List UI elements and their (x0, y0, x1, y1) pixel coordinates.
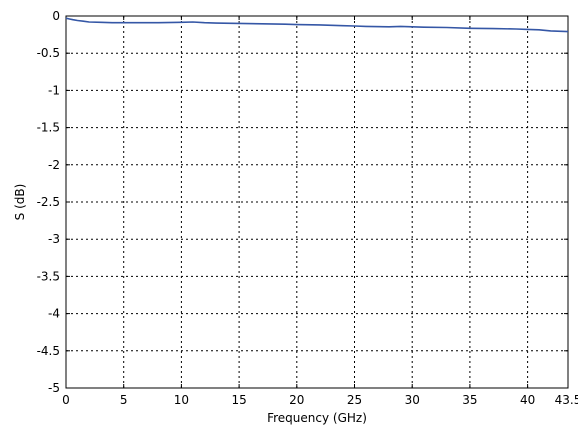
y-tick-label: -0.5 (37, 46, 60, 60)
series (65, 17, 569, 33)
x-tick-label: 10 (174, 393, 189, 407)
x-tick-label: 0 (62, 393, 70, 407)
x-tick-label: 5 (120, 393, 128, 407)
x-tick-label: 20 (289, 393, 304, 407)
y-tick-label: -2.5 (37, 195, 60, 209)
y-tick-label: -2 (48, 158, 60, 172)
x-tick-label: 25 (347, 393, 362, 407)
y-axis-tick-labels: 0 -0.5 -1 -1.5 -2 -2.5 -3 -3.5 -4 -4.5 -5 (37, 9, 60, 395)
y-tick-label: -4 (48, 307, 60, 321)
tick-marks (65, 15, 569, 389)
y-tick-label: -1.5 (37, 121, 60, 135)
series-line (65, 17, 569, 33)
x-tick-label: 43.5 (555, 393, 578, 407)
x-tick-label: 15 (231, 393, 246, 407)
y-tick-label: -3 (48, 232, 60, 246)
x-axis-label: Frequency (GHz) (267, 411, 367, 425)
x-tick-label: 40 (520, 393, 535, 407)
x-axis-tick-labels: 0 5 10 15 20 25 30 35 40 43.5 (62, 393, 578, 407)
y-axis-label: S (dB) (13, 184, 27, 221)
x-tick-label: 30 (405, 393, 420, 407)
grid (66, 16, 568, 388)
y-tick-label: -5 (48, 381, 60, 395)
y-tick-label: -3.5 (37, 269, 60, 283)
x-tick-label: 35 (462, 393, 477, 407)
y-tick-label: 0 (52, 9, 60, 23)
y-tick-label: -4.5 (37, 344, 60, 358)
y-tick-label: -1 (48, 83, 60, 97)
